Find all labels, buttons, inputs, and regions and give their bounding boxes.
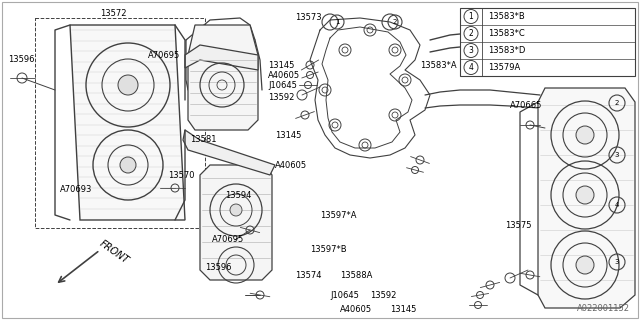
Bar (35, 18, 205, 228)
Text: J10645: J10645 (330, 291, 359, 300)
Text: 13145: 13145 (275, 131, 301, 140)
Polygon shape (200, 165, 272, 280)
Circle shape (230, 204, 242, 216)
Text: 13583*D: 13583*D (488, 46, 525, 55)
Text: A40605: A40605 (340, 306, 372, 315)
Text: A70695: A70695 (148, 51, 180, 60)
Circle shape (576, 256, 594, 274)
Text: 3: 3 (615, 259, 620, 265)
Text: 13596: 13596 (8, 55, 35, 65)
Text: A022001152: A022001152 (577, 304, 630, 313)
Text: 13597*B: 13597*B (310, 245, 347, 254)
Text: 13575: 13575 (505, 220, 531, 229)
Text: 4: 4 (468, 63, 474, 72)
Bar (460, 8, 635, 76)
Text: 3: 3 (468, 46, 474, 55)
Text: 13572: 13572 (100, 9, 127, 18)
Text: 13581: 13581 (190, 135, 216, 145)
Text: 13583*B: 13583*B (488, 12, 525, 21)
Text: 2: 2 (615, 100, 619, 106)
Text: 13592: 13592 (370, 291, 396, 300)
Text: 13594: 13594 (225, 190, 252, 199)
Text: 13145: 13145 (390, 306, 417, 315)
Circle shape (120, 157, 136, 173)
Text: 2: 2 (468, 29, 474, 38)
Text: A40605: A40605 (268, 70, 300, 79)
Text: 13574: 13574 (295, 270, 321, 279)
Text: FRONT: FRONT (98, 239, 131, 266)
Text: 13579A: 13579A (488, 63, 520, 72)
Text: J10645: J10645 (268, 81, 297, 90)
Circle shape (118, 75, 138, 95)
Circle shape (576, 126, 594, 144)
Text: 13145: 13145 (268, 60, 294, 69)
Text: 13570: 13570 (168, 171, 195, 180)
Text: 2: 2 (393, 19, 397, 25)
Circle shape (576, 186, 594, 204)
Text: A70693: A70693 (60, 186, 92, 195)
Text: A70665: A70665 (510, 100, 542, 109)
Text: 13583*A: 13583*A (420, 60, 456, 69)
Polygon shape (538, 88, 635, 308)
Polygon shape (185, 45, 258, 70)
Text: 1: 1 (468, 12, 474, 21)
Text: A40605: A40605 (275, 161, 307, 170)
Text: A70695: A70695 (212, 236, 244, 244)
Text: 3: 3 (615, 152, 620, 158)
Text: 13596: 13596 (205, 263, 232, 273)
Polygon shape (183, 130, 275, 175)
Text: 13592: 13592 (268, 93, 294, 102)
Text: 13588A: 13588A (340, 270, 372, 279)
Text: 13583*C: 13583*C (488, 29, 525, 38)
Polygon shape (70, 25, 185, 220)
Text: 1: 1 (335, 19, 339, 25)
Text: 13573: 13573 (295, 13, 322, 22)
Text: 4: 4 (615, 202, 619, 208)
Polygon shape (188, 25, 258, 130)
Text: 13597*A: 13597*A (320, 211, 356, 220)
